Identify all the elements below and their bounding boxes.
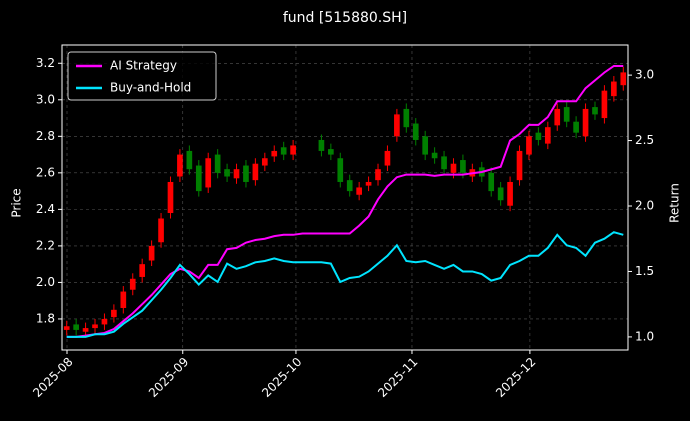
candle-body — [63, 326, 70, 330]
candle-body — [158, 218, 164, 243]
y2-axis-label: Return — [668, 183, 682, 223]
candle-body — [356, 187, 362, 195]
candle-body — [460, 160, 466, 173]
candle-body — [280, 147, 287, 155]
y-tick-label: 2.8 — [36, 129, 55, 143]
candle-body — [92, 324, 98, 329]
candle-body — [422, 136, 429, 155]
candle-body — [73, 324, 79, 330]
candle-body — [101, 318, 108, 325]
y2-tick-label: 1.5 — [635, 264, 654, 278]
candle-body — [82, 328, 89, 332]
candle-body — [582, 108, 589, 137]
candle-body — [139, 264, 146, 277]
y-tick-label: 3.2 — [36, 56, 55, 70]
y2-tick-label: 3.0 — [635, 68, 654, 82]
candle-body — [177, 154, 183, 177]
legend-label: AI Strategy — [110, 59, 177, 73]
candle-body — [488, 172, 495, 192]
candle-body — [167, 181, 174, 214]
candle-body — [186, 150, 193, 170]
y-tick-label: 2.0 — [36, 275, 55, 289]
candle-body — [271, 150, 278, 157]
candle-body — [526, 136, 532, 155]
legend-label: Buy-and-Hold — [110, 81, 191, 95]
candle-body — [111, 309, 117, 318]
candle-body — [620, 72, 627, 86]
candle-body — [601, 90, 608, 119]
y-tick-label: 2.2 — [36, 238, 55, 252]
candle-body — [573, 121, 579, 133]
candle-body — [148, 245, 155, 261]
candle-body — [224, 169, 230, 177]
candle-body — [554, 108, 561, 126]
candle-body — [563, 107, 570, 122]
y-tick-label: 2.6 — [36, 165, 55, 179]
candle-body — [346, 180, 353, 192]
candle-body — [412, 123, 419, 140]
candle-body — [535, 132, 542, 140]
candle-body — [243, 165, 249, 182]
candle-body — [497, 187, 504, 201]
candle-body — [129, 278, 136, 290]
candle-body — [365, 181, 372, 186]
candle-body — [120, 291, 127, 308]
candle-body — [328, 149, 334, 155]
y-tick-label: 1.8 — [36, 311, 55, 325]
candle-body — [252, 163, 259, 181]
y-axis-label: Price — [10, 188, 24, 217]
candle-body — [544, 127, 551, 144]
candle-body — [375, 169, 381, 181]
y-tick-label: 2.4 — [36, 202, 55, 216]
candle-body — [384, 150, 391, 166]
legend-box — [67, 51, 217, 101]
candle-body — [431, 152, 438, 159]
series-line — [66, 231, 624, 338]
candle-body — [507, 181, 513, 206]
candle-body — [318, 139, 325, 151]
candle-body — [441, 156, 447, 170]
plot-frame — [61, 44, 629, 351]
series-line — [66, 64, 624, 338]
candle-body — [290, 145, 296, 155]
candle-body — [450, 163, 457, 173]
candle-body — [337, 158, 344, 182]
candle-body — [403, 108, 410, 128]
candle-body — [516, 150, 523, 181]
y2-tick-label: 2.5 — [635, 133, 654, 147]
chart-title: fund [515880.SH] — [283, 10, 407, 26]
candle-body — [611, 81, 617, 97]
candle-body — [233, 169, 240, 179]
y2-tick-label: 2.0 — [635, 199, 654, 213]
candle-body — [205, 158, 212, 188]
y2-tick-label: 1.0 — [635, 329, 654, 343]
y-tick-label: 3.0 — [36, 92, 55, 106]
candle-body — [261, 158, 268, 166]
candle-body — [592, 107, 598, 115]
candle-body — [394, 114, 400, 137]
candle-body — [195, 165, 202, 192]
candle-body — [214, 154, 221, 173]
